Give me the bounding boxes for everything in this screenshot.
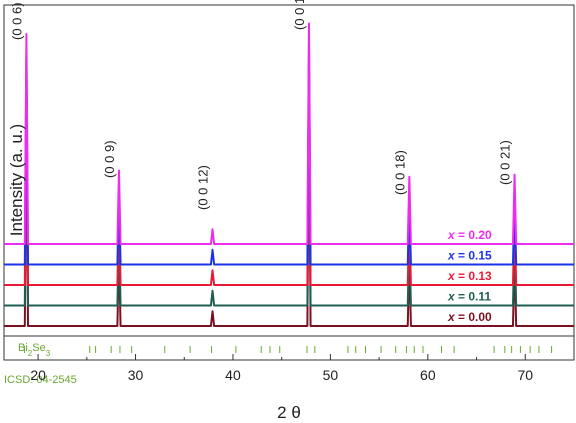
reference-card-label: ICSD: 04-2545 [4,374,77,386]
series-line-2 [4,63,574,286]
peak-label-4: (0 0 18) [392,150,407,195]
x-axis-ticks: 20 30 40 50 60 70 [30,354,575,383]
peak-label-5: (0 0 21) [498,140,513,185]
plot-frame [3,4,575,361]
reference-pattern: Bi2Se3 ICSD: 04-2545 [4,342,553,386]
reference-phase-label: Bi2Se3 [18,342,51,358]
series-label-1: x = 0.11 [447,290,491,304]
series-group [4,22,574,327]
series-line-4 [4,22,574,245]
series-label-2: x = 0.13 [447,269,492,283]
x-tick-label-40: 40 [225,367,241,383]
series-labels: x = 0.00 x = 0.11 x = 0.13 x = 0.15 x = 0.20 [447,228,492,324]
x-tick-label-20: 20 [30,367,46,383]
x-tick-label-60: 60 [420,367,436,383]
series-label-4: x = 0.20 [447,228,492,242]
x-axis-title: 2 θ [277,403,301,422]
series-line-1 [4,84,574,307]
peak-label-3: (0 0 15) [292,0,307,30]
peak-label-2: (0 0 12) [196,165,211,210]
y-axis-title: Intensity (a. u.) [7,124,26,236]
series-label-3: x = 0.15 [447,249,492,263]
x-tick-label-50: 50 [323,367,339,383]
peak-labels: (0 0 6) (0 0 9) (0 0 12) (0 0 15) (0 0 18) (0… [9,0,512,210]
series-line-0 [4,104,574,327]
series-label-0: x = 0.00 [447,310,492,324]
x-tick-label-30: 30 [128,367,144,383]
peak-label-1: (0 0 9) [102,140,117,178]
peak-label-0: (0 0 6) [9,2,24,40]
x-tick-label-70: 70 [517,367,533,383]
series-line-3 [4,43,574,266]
